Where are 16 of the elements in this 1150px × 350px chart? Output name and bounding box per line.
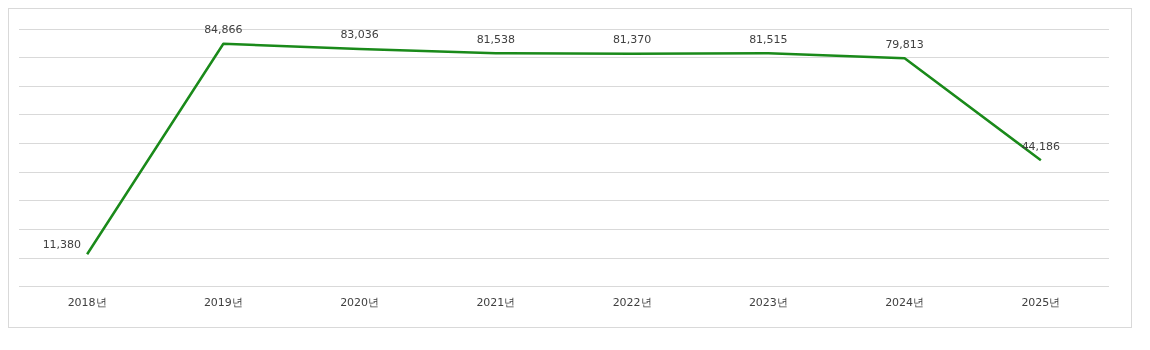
x-tick-label: 2023년: [748, 296, 788, 310]
x-tick-label: 2025년: [1021, 296, 1061, 310]
data-label: 11,380: [42, 237, 82, 251]
data-label: 44,186: [1021, 139, 1061, 153]
x-tick-label: 2021년: [476, 296, 516, 310]
data-label: 81,515: [749, 32, 788, 46]
data-label: 81,370: [612, 33, 652, 47]
x-tick-label: 2019년: [203, 296, 243, 310]
data-label: 83,036: [340, 28, 379, 42]
x-tick-label: 2022년: [612, 296, 652, 310]
x-tick-label: 2020년: [340, 296, 380, 310]
data-label: 84,866: [204, 23, 243, 37]
data-label: 81,538: [476, 32, 516, 46]
data-label: 79,813: [885, 37, 924, 51]
x-tick-label: 2018년: [67, 296, 107, 310]
x-tick-label: 2024년: [885, 296, 925, 310]
